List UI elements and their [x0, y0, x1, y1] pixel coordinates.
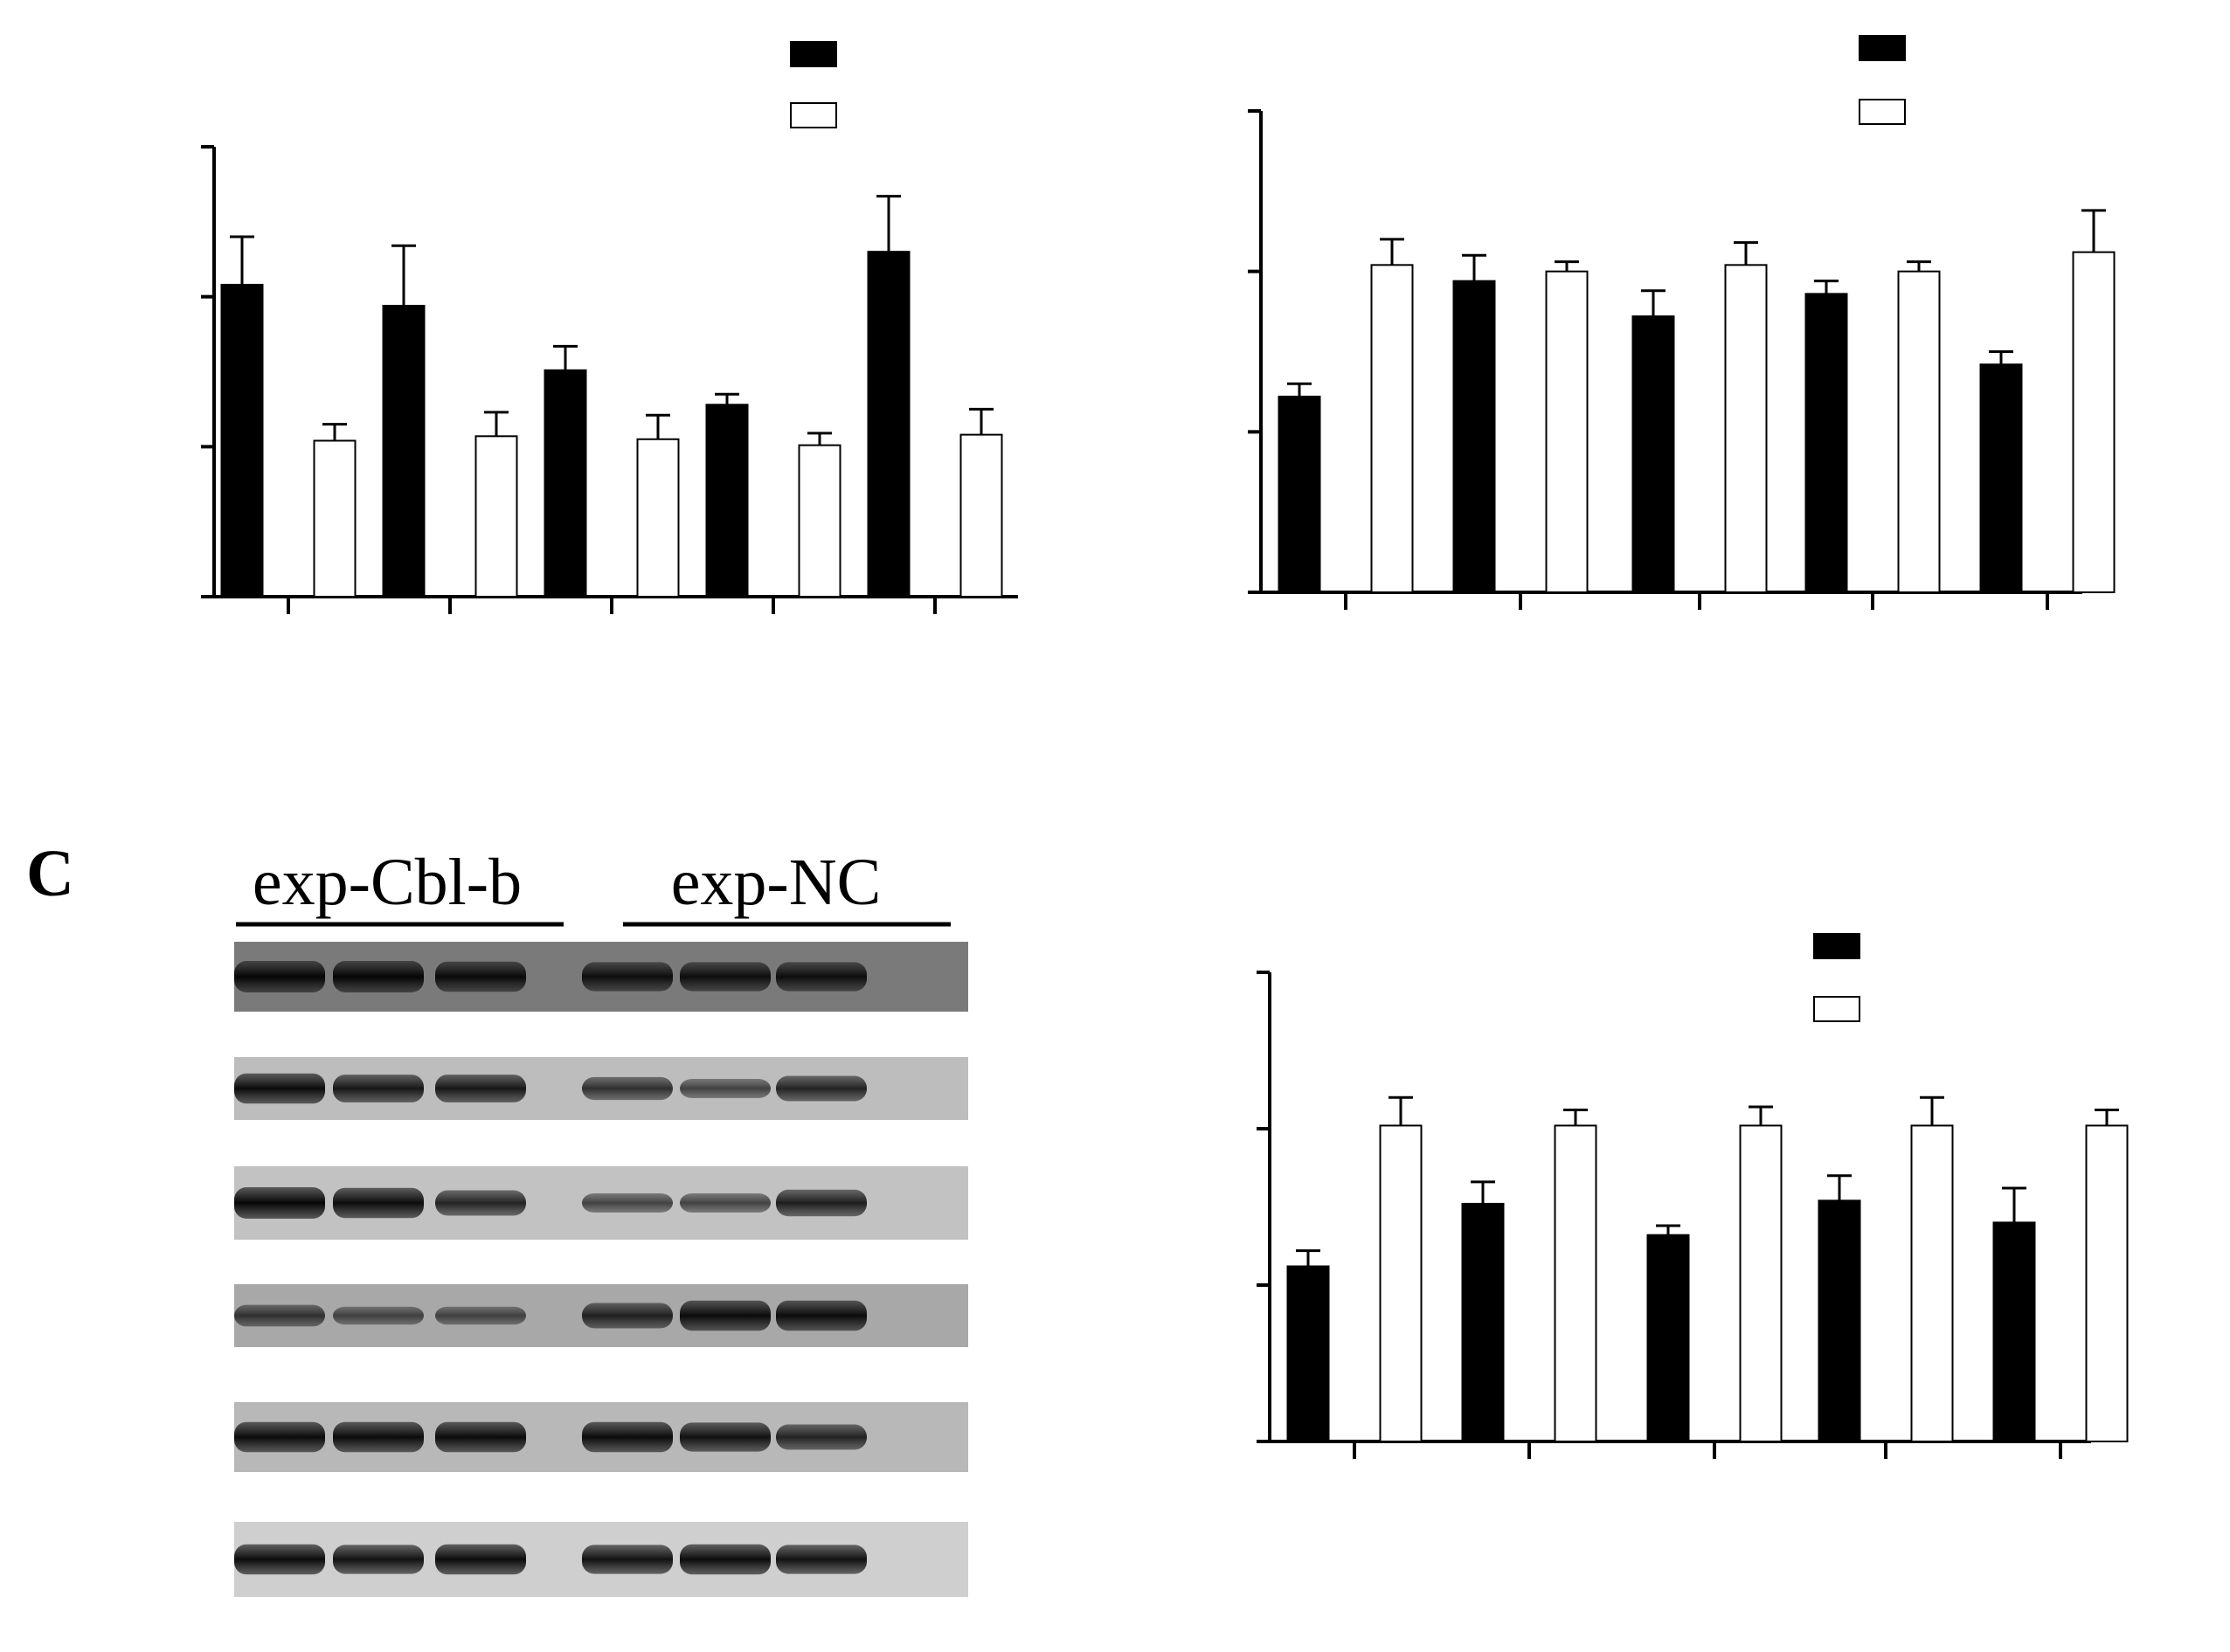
- bar-control: [1370, 264, 1414, 593]
- blot-band: [333, 1075, 424, 1102]
- blot-band: [435, 1421, 526, 1453]
- panel-letter-c: C: [26, 837, 74, 910]
- blot-band: [776, 1075, 867, 1102]
- bar-treatment: [220, 283, 264, 598]
- blot-band: [680, 962, 771, 992]
- bar-control: [798, 444, 841, 598]
- bar-treatment: [867, 251, 911, 598]
- bar-treatment: [1818, 1199, 1861, 1442]
- bar-treatment: [544, 369, 587, 598]
- bar-treatment: [1992, 1221, 2036, 1443]
- bar-control: [1554, 1124, 1597, 1443]
- blot-group-label-1: exp-Cbl-b: [253, 846, 522, 919]
- legend-swatch-treatment: [790, 41, 837, 67]
- bar-charts-layer: [201, 35, 2129, 1459]
- blot-band: [582, 1193, 673, 1213]
- blot-band: [680, 1193, 771, 1213]
- bar-treatment: [1631, 315, 1675, 593]
- chart-panel-d: [1257, 933, 2129, 1459]
- blot-group-label-2: exp-NC: [671, 846, 882, 919]
- bar-treatment: [1804, 293, 1848, 593]
- blot-band: [435, 1544, 526, 1575]
- bar-treatment: [1278, 395, 1321, 593]
- blot-band: [680, 1544, 771, 1575]
- legend-swatch-control: [1813, 996, 1860, 1022]
- blot-band: [680, 1079, 771, 1098]
- bar-control: [959, 433, 1003, 598]
- legend-swatch-treatment: [1859, 35, 1906, 61]
- bar-control: [2072, 251, 2116, 593]
- legend-swatch-control: [790, 102, 837, 128]
- blot-band: [435, 961, 526, 992]
- blot-band: [582, 1076, 673, 1101]
- blot-band: [680, 1422, 771, 1452]
- bar-control: [1739, 1124, 1783, 1443]
- blot-band: [234, 1421, 325, 1453]
- blot-band: [234, 1073, 325, 1104]
- bar-control: [474, 435, 518, 598]
- blot-band: [776, 1189, 867, 1217]
- bar-treatment: [1646, 1234, 1690, 1442]
- bar-control: [1545, 270, 1589, 593]
- bar-treatment: [1979, 363, 2023, 593]
- chart-panel-b: [1248, 35, 2116, 610]
- chart-panel-a: [201, 41, 1018, 614]
- bar-control: [313, 439, 357, 598]
- blot-band: [333, 1545, 424, 1574]
- bar-treatment: [1286, 1265, 1330, 1443]
- bar-control: [636, 438, 680, 598]
- blot-band: [776, 1300, 867, 1331]
- blot-band: [582, 1303, 673, 1329]
- legend: [1859, 35, 1906, 125]
- blot-band: [680, 1300, 771, 1331]
- blot-band: [582, 1421, 673, 1453]
- bar-control: [1897, 270, 1941, 593]
- bar-control: [2085, 1124, 2129, 1443]
- blot-band: [582, 1545, 673, 1574]
- legend-swatch-treatment: [1813, 933, 1860, 959]
- blot-band: [582, 962, 673, 992]
- bar-treatment: [1452, 280, 1496, 593]
- blot-band: [776, 962, 867, 992]
- bar-treatment: [1461, 1202, 1505, 1443]
- blot-band: [234, 1544, 325, 1575]
- bar-control: [1910, 1124, 1954, 1443]
- bar-treatment: [382, 304, 426, 598]
- legend: [1813, 933, 1860, 1022]
- blot-band: [435, 1075, 526, 1102]
- blot-band: [776, 1424, 867, 1450]
- blot-band: [333, 1187, 424, 1219]
- blot-band: [776, 1545, 867, 1574]
- bar-control: [1379, 1124, 1423, 1443]
- blot-band: [333, 961, 424, 992]
- legend: [790, 41, 837, 128]
- blot-band: [234, 961, 325, 992]
- bar-control: [1724, 264, 1768, 593]
- blot-band: [333, 1421, 424, 1453]
- blot-band: [234, 1187, 325, 1219]
- blot-band: [234, 1304, 325, 1327]
- blot-band: [435, 1190, 526, 1216]
- blot-band: [333, 1306, 424, 1325]
- blot-band: [435, 1306, 526, 1325]
- legend-swatch-control: [1859, 99, 1906, 125]
- western-blot-panel: C exp-Cbl-b exp-NC: [26, 837, 968, 1597]
- bar-treatment: [705, 404, 749, 598]
